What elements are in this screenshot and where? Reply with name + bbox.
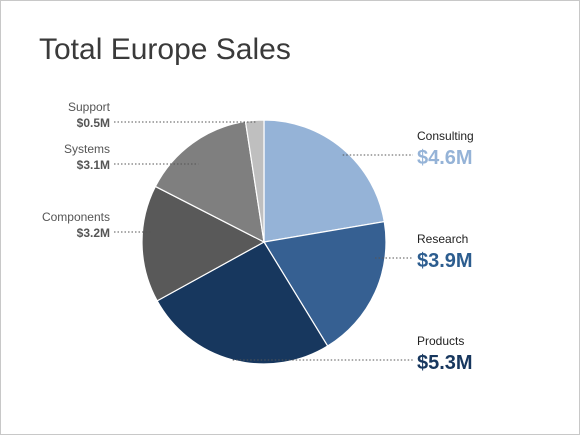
slice-label-support: Support	[68, 100, 111, 114]
pie-slice-support	[244, 119, 265, 243]
slice-label-research: Research	[417, 232, 468, 246]
slice-label-components: Components	[42, 210, 110, 224]
data-label-products: $5.3M	[417, 352, 473, 374]
pie-slice-research	[263, 220, 387, 347]
pie-slice-systems	[154, 120, 265, 244]
slice-label-consulting: Consulting	[417, 129, 474, 143]
slice-label-products: Products	[417, 334, 464, 348]
slice-label-systems: Systems	[64, 142, 110, 156]
data-label-components: $3.2M	[77, 226, 110, 240]
data-label-systems: $3.1M	[77, 158, 110, 172]
pie-slice-components	[141, 185, 266, 302]
pie-slice-consulting	[263, 119, 385, 243]
chart-title: Total Europe Sales	[39, 33, 291, 66]
data-label-consulting: $4.6M	[417, 147, 473, 169]
data-label-research: $3.9M	[417, 250, 473, 272]
data-label-support: $0.5M	[77, 116, 110, 130]
